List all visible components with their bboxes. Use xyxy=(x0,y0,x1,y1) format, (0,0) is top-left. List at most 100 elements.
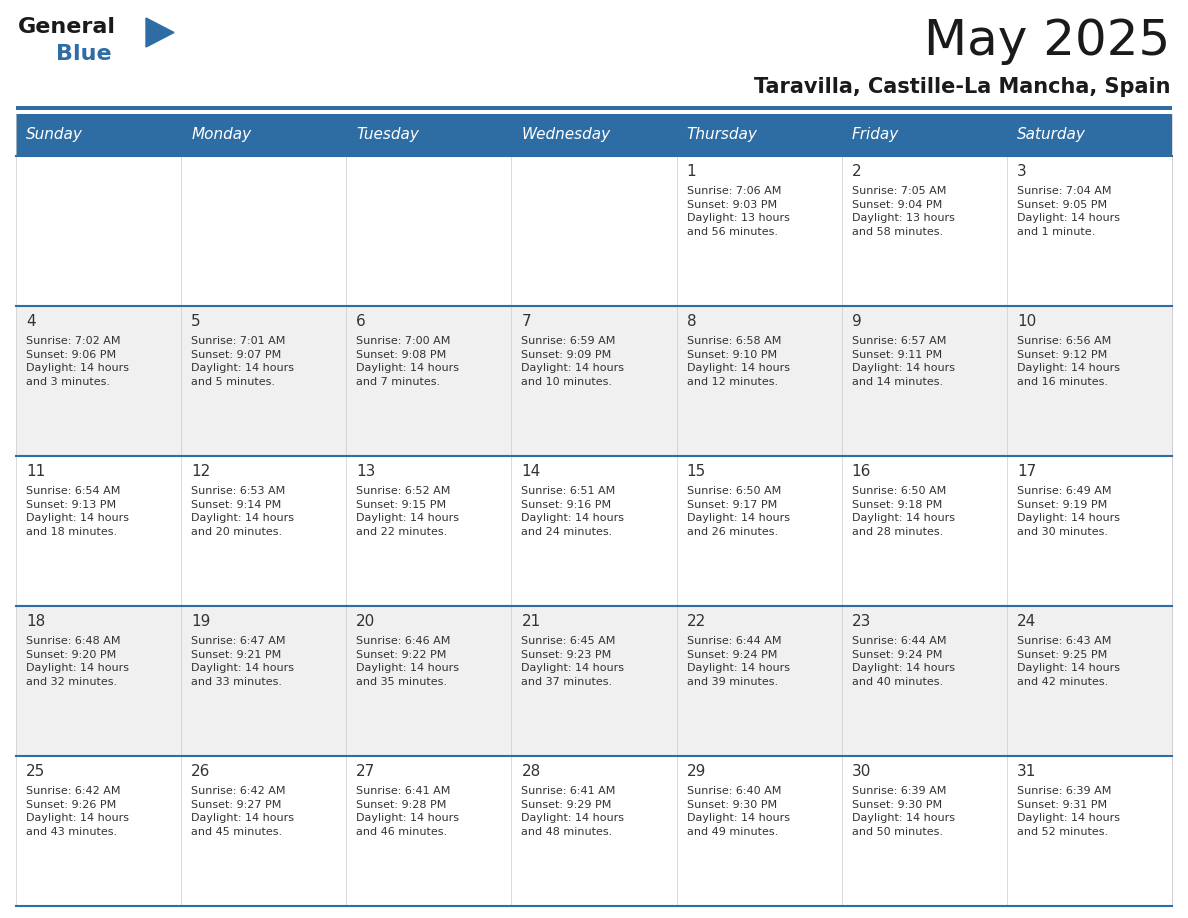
Bar xyxy=(1007,156,1173,306)
Text: 7: 7 xyxy=(522,314,531,329)
Bar xyxy=(842,114,1007,156)
Text: 17: 17 xyxy=(1017,464,1036,479)
Text: 26: 26 xyxy=(191,764,210,779)
Text: Taravilla, Castille-La Mancha, Spain: Taravilla, Castille-La Mancha, Spain xyxy=(753,77,1170,97)
Bar xyxy=(181,114,346,156)
Text: 21: 21 xyxy=(522,614,541,629)
Text: 24: 24 xyxy=(1017,614,1036,629)
Text: 20: 20 xyxy=(356,614,375,629)
Text: 16: 16 xyxy=(852,464,871,479)
Text: Sunrise: 6:52 AM
Sunset: 9:15 PM
Daylight: 14 hours
and 22 minutes.: Sunrise: 6:52 AM Sunset: 9:15 PM Dayligh… xyxy=(356,486,460,537)
Text: Sunrise: 6:53 AM
Sunset: 9:14 PM
Daylight: 14 hours
and 20 minutes.: Sunrise: 6:53 AM Sunset: 9:14 PM Dayligh… xyxy=(191,486,295,537)
Bar xyxy=(1007,606,1173,756)
Text: Sunrise: 6:42 AM
Sunset: 9:27 PM
Daylight: 14 hours
and 45 minutes.: Sunrise: 6:42 AM Sunset: 9:27 PM Dayligh… xyxy=(191,786,295,837)
Text: Sunrise: 7:04 AM
Sunset: 9:05 PM
Daylight: 14 hours
and 1 minute.: Sunrise: 7:04 AM Sunset: 9:05 PM Dayligh… xyxy=(1017,186,1120,237)
Bar xyxy=(842,306,1007,456)
Text: 27: 27 xyxy=(356,764,375,779)
Text: Sunrise: 6:39 AM
Sunset: 9:31 PM
Daylight: 14 hours
and 52 minutes.: Sunrise: 6:39 AM Sunset: 9:31 PM Dayligh… xyxy=(1017,786,1120,837)
Text: 15: 15 xyxy=(687,464,706,479)
Text: Sunrise: 6:44 AM
Sunset: 9:24 PM
Daylight: 14 hours
and 40 minutes.: Sunrise: 6:44 AM Sunset: 9:24 PM Dayligh… xyxy=(852,636,955,687)
Bar xyxy=(677,456,842,606)
Bar xyxy=(181,306,346,456)
Text: Sunrise: 6:39 AM
Sunset: 9:30 PM
Daylight: 14 hours
and 50 minutes.: Sunrise: 6:39 AM Sunset: 9:30 PM Dayligh… xyxy=(852,786,955,837)
Text: 11: 11 xyxy=(26,464,45,479)
Bar xyxy=(1007,456,1173,606)
Bar xyxy=(511,114,677,156)
Text: Sunrise: 6:59 AM
Sunset: 9:09 PM
Daylight: 14 hours
and 10 minutes.: Sunrise: 6:59 AM Sunset: 9:09 PM Dayligh… xyxy=(522,336,625,386)
Text: Sunrise: 6:58 AM
Sunset: 9:10 PM
Daylight: 14 hours
and 12 minutes.: Sunrise: 6:58 AM Sunset: 9:10 PM Dayligh… xyxy=(687,336,790,386)
Text: Saturday: Saturday xyxy=(1017,128,1086,142)
Bar xyxy=(15,606,181,756)
Bar xyxy=(677,306,842,456)
Text: 19: 19 xyxy=(191,614,210,629)
Bar xyxy=(677,114,842,156)
Bar xyxy=(181,756,346,906)
Text: Sunrise: 6:57 AM
Sunset: 9:11 PM
Daylight: 14 hours
and 14 minutes.: Sunrise: 6:57 AM Sunset: 9:11 PM Dayligh… xyxy=(852,336,955,386)
Bar xyxy=(1007,756,1173,906)
Bar xyxy=(15,114,181,156)
Polygon shape xyxy=(146,18,173,47)
Bar xyxy=(1007,306,1173,456)
Text: 13: 13 xyxy=(356,464,375,479)
Text: Friday: Friday xyxy=(852,128,899,142)
Text: Sunrise: 7:05 AM
Sunset: 9:04 PM
Daylight: 13 hours
and 58 minutes.: Sunrise: 7:05 AM Sunset: 9:04 PM Dayligh… xyxy=(852,186,955,237)
Bar xyxy=(511,456,677,606)
Bar xyxy=(181,606,346,756)
Text: Monday: Monday xyxy=(191,128,252,142)
Text: Sunrise: 6:41 AM
Sunset: 9:29 PM
Daylight: 14 hours
and 48 minutes.: Sunrise: 6:41 AM Sunset: 9:29 PM Dayligh… xyxy=(522,786,625,837)
Text: 22: 22 xyxy=(687,614,706,629)
Text: Sunrise: 6:54 AM
Sunset: 9:13 PM
Daylight: 14 hours
and 18 minutes.: Sunrise: 6:54 AM Sunset: 9:13 PM Dayligh… xyxy=(26,486,129,537)
Bar xyxy=(842,756,1007,906)
Text: Blue: Blue xyxy=(56,44,112,64)
Bar xyxy=(181,456,346,606)
Text: Sunrise: 6:41 AM
Sunset: 9:28 PM
Daylight: 14 hours
and 46 minutes.: Sunrise: 6:41 AM Sunset: 9:28 PM Dayligh… xyxy=(356,786,460,837)
Bar xyxy=(346,156,511,306)
Text: 6: 6 xyxy=(356,314,366,329)
Text: Sunrise: 6:43 AM
Sunset: 9:25 PM
Daylight: 14 hours
and 42 minutes.: Sunrise: 6:43 AM Sunset: 9:25 PM Dayligh… xyxy=(1017,636,1120,687)
Text: 31: 31 xyxy=(1017,764,1036,779)
Text: 9: 9 xyxy=(852,314,861,329)
Bar xyxy=(511,606,677,756)
Bar xyxy=(346,306,511,456)
Bar xyxy=(677,756,842,906)
Text: May 2025: May 2025 xyxy=(924,17,1170,65)
Text: 1: 1 xyxy=(687,164,696,179)
Text: Sunrise: 6:51 AM
Sunset: 9:16 PM
Daylight: 14 hours
and 24 minutes.: Sunrise: 6:51 AM Sunset: 9:16 PM Dayligh… xyxy=(522,486,625,537)
Bar xyxy=(842,606,1007,756)
Text: 28: 28 xyxy=(522,764,541,779)
Text: Wednesday: Wednesday xyxy=(522,128,611,142)
Text: 18: 18 xyxy=(26,614,45,629)
Text: Sunrise: 6:42 AM
Sunset: 9:26 PM
Daylight: 14 hours
and 43 minutes.: Sunrise: 6:42 AM Sunset: 9:26 PM Dayligh… xyxy=(26,786,129,837)
Bar xyxy=(511,756,677,906)
Bar xyxy=(15,156,181,306)
Text: Thursday: Thursday xyxy=(687,128,758,142)
Bar xyxy=(677,156,842,306)
Text: Sunrise: 6:46 AM
Sunset: 9:22 PM
Daylight: 14 hours
and 35 minutes.: Sunrise: 6:46 AM Sunset: 9:22 PM Dayligh… xyxy=(356,636,460,687)
Bar xyxy=(677,606,842,756)
Text: 3: 3 xyxy=(1017,164,1026,179)
Text: Sunday: Sunday xyxy=(26,128,83,142)
Text: 4: 4 xyxy=(26,314,36,329)
Bar xyxy=(511,156,677,306)
Bar xyxy=(346,456,511,606)
Text: Sunrise: 6:49 AM
Sunset: 9:19 PM
Daylight: 14 hours
and 30 minutes.: Sunrise: 6:49 AM Sunset: 9:19 PM Dayligh… xyxy=(1017,486,1120,537)
Text: Sunrise: 7:02 AM
Sunset: 9:06 PM
Daylight: 14 hours
and 3 minutes.: Sunrise: 7:02 AM Sunset: 9:06 PM Dayligh… xyxy=(26,336,129,386)
Bar xyxy=(181,156,346,306)
Text: Sunrise: 6:48 AM
Sunset: 9:20 PM
Daylight: 14 hours
and 32 minutes.: Sunrise: 6:48 AM Sunset: 9:20 PM Dayligh… xyxy=(26,636,129,687)
Bar xyxy=(346,756,511,906)
Text: Sunrise: 6:50 AM
Sunset: 9:18 PM
Daylight: 14 hours
and 28 minutes.: Sunrise: 6:50 AM Sunset: 9:18 PM Dayligh… xyxy=(852,486,955,537)
Text: Sunrise: 6:50 AM
Sunset: 9:17 PM
Daylight: 14 hours
and 26 minutes.: Sunrise: 6:50 AM Sunset: 9:17 PM Dayligh… xyxy=(687,486,790,537)
Bar xyxy=(842,456,1007,606)
Bar xyxy=(15,106,1173,110)
Text: General: General xyxy=(18,17,116,37)
Text: 2: 2 xyxy=(852,164,861,179)
Bar xyxy=(346,606,511,756)
Text: Sunrise: 6:44 AM
Sunset: 9:24 PM
Daylight: 14 hours
and 39 minutes.: Sunrise: 6:44 AM Sunset: 9:24 PM Dayligh… xyxy=(687,636,790,687)
Bar xyxy=(15,456,181,606)
Text: Sunrise: 6:47 AM
Sunset: 9:21 PM
Daylight: 14 hours
and 33 minutes.: Sunrise: 6:47 AM Sunset: 9:21 PM Dayligh… xyxy=(191,636,295,687)
Bar xyxy=(15,306,181,456)
Text: 30: 30 xyxy=(852,764,871,779)
Text: 25: 25 xyxy=(26,764,45,779)
Text: 29: 29 xyxy=(687,764,706,779)
Text: 8: 8 xyxy=(687,314,696,329)
